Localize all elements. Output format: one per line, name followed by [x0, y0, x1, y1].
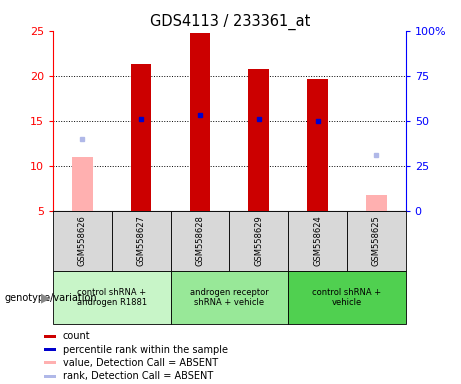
Text: count: count	[63, 331, 90, 341]
Text: GSM558626: GSM558626	[78, 215, 87, 266]
Bar	[112, 211, 171, 271]
Bar	[44, 375, 56, 378]
Text: control shRNA +
androgen R1881: control shRNA + androgen R1881	[77, 288, 147, 307]
Bar	[171, 271, 288, 324]
Text: GSM558627: GSM558627	[136, 215, 146, 266]
Bar	[189, 33, 210, 211]
Text: androgen receptor
shRNA + vehicle: androgen receptor shRNA + vehicle	[190, 288, 269, 307]
Bar	[171, 211, 230, 271]
Bar	[131, 64, 152, 211]
Text: GSM558629: GSM558629	[254, 215, 263, 266]
Text: GSM558625: GSM558625	[372, 215, 381, 266]
Text: control shRNA +
vehicle: control shRNA + vehicle	[313, 288, 381, 307]
Text: genotype/variation: genotype/variation	[5, 293, 97, 303]
Bar	[72, 157, 93, 211]
Bar	[347, 211, 406, 271]
Bar	[44, 361, 56, 364]
Bar	[288, 271, 406, 324]
Text: rank, Detection Call = ABSENT: rank, Detection Call = ABSENT	[63, 371, 213, 381]
Bar	[307, 79, 328, 211]
Text: GDS4113 / 233361_at: GDS4113 / 233361_at	[150, 13, 311, 30]
Bar	[366, 195, 387, 211]
Text: percentile rank within the sample: percentile rank within the sample	[63, 344, 228, 354]
Bar	[248, 69, 269, 211]
Text: GSM558624: GSM558624	[313, 215, 322, 266]
Bar	[44, 334, 56, 338]
Bar	[44, 348, 56, 351]
Text: ▶: ▶	[41, 291, 51, 304]
Text: GSM558628: GSM558628	[195, 215, 205, 266]
Bar	[53, 271, 171, 324]
Bar	[53, 211, 112, 271]
Text: value, Detection Call = ABSENT: value, Detection Call = ABSENT	[63, 358, 218, 368]
Bar	[229, 211, 288, 271]
Bar	[288, 211, 347, 271]
